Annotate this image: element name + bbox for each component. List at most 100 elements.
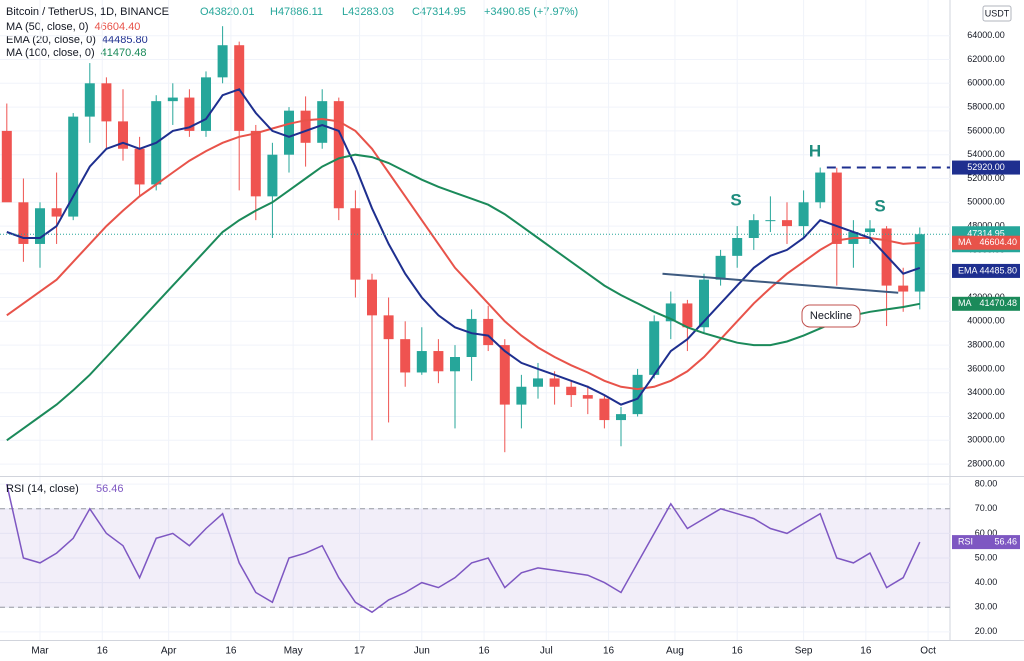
candle-body	[864, 228, 875, 233]
ohlc-value: +3490.85 (+7.97%)	[484, 6, 578, 18]
x-tick-label: Oct	[920, 646, 936, 657]
series-tag-name: RSI	[958, 536, 973, 546]
candle-body	[118, 121, 129, 149]
series-tag-name: MA	[958, 237, 972, 247]
candle-body	[167, 97, 178, 102]
y-tick-label: 56000.00	[967, 125, 1005, 135]
y-tick-label: 36000.00	[967, 363, 1005, 373]
candle-body	[317, 101, 328, 143]
candle-body	[84, 83, 95, 117]
candle-body	[416, 351, 427, 373]
neckline-callout	[801, 304, 861, 328]
candle-body	[300, 110, 311, 143]
candle-body	[51, 208, 62, 217]
candle-body	[284, 110, 295, 155]
series-tag	[952, 263, 1020, 278]
x-tick-label: Jun	[414, 646, 430, 657]
y-tick-label: 40000.00	[967, 316, 1005, 326]
series-tag	[952, 296, 1020, 311]
annotation: S	[730, 190, 741, 209]
candle-body	[682, 303, 693, 328]
level-tag-label: 52920.00	[967, 162, 1005, 172]
series-tag-value: 46604.40	[979, 237, 1017, 247]
candle-body	[234, 45, 245, 131]
y-tick-label: 20.00	[975, 626, 998, 636]
y-tick-label: 40.00	[975, 577, 998, 587]
x-tick-label: Aug	[666, 646, 684, 657]
candle-body	[582, 395, 593, 399]
x-tick-label: Mar	[31, 646, 49, 657]
candle-body	[665, 303, 676, 322]
candle-body	[781, 220, 792, 227]
y-tick-label: 60000.00	[967, 78, 1005, 88]
legend-value: 41470.48	[101, 47, 147, 59]
x-tick-label: 16	[225, 646, 237, 657]
rsi-band	[0, 508, 950, 608]
symbol-title: Bitcoin / TetherUS, 1D, BINANCE	[6, 6, 169, 18]
x-tick-label: 16	[478, 646, 490, 657]
y-tick-label: 70.00	[975, 503, 998, 513]
neckline-label: Neckline	[810, 310, 852, 322]
candle-body	[732, 238, 743, 256]
candle-body	[1, 130, 12, 203]
y-tick-label: 50.00	[975, 552, 998, 562]
candle-body	[217, 45, 228, 78]
currency-badge	[982, 5, 1012, 22]
legend-name: RSI (14, close)	[6, 483, 79, 495]
candle-body	[68, 116, 79, 217]
candle-body	[765, 220, 776, 222]
candle-body	[615, 414, 626, 421]
y-tick-label: 28000.00	[967, 458, 1005, 468]
candle-body	[18, 202, 29, 244]
candle-body	[715, 255, 726, 280]
y-tick-label: 32000.00	[967, 411, 1005, 421]
line-series	[6, 153, 920, 442]
x-tick-label: 16	[732, 646, 744, 657]
y-tick-label: 64000.00	[967, 30, 1005, 40]
legend-name: EMA (20, close, 0)	[6, 34, 96, 46]
candle-body	[532, 378, 543, 387]
candle-body	[433, 351, 444, 372]
y-tick-label: 48000.00	[967, 220, 1005, 230]
candle-body	[250, 130, 261, 197]
y-tick-label: 30.00	[975, 602, 998, 612]
line-series	[6, 88, 921, 406]
series-tag-value: 44485.80	[979, 265, 1017, 275]
neckline	[662, 272, 899, 294]
series-tag	[952, 535, 1020, 550]
legend-value: 56.46	[96, 483, 124, 495]
candle-body	[333, 101, 344, 209]
candle-body	[466, 318, 477, 357]
candle-body	[831, 172, 842, 244]
legend-value: 44485.80	[102, 34, 148, 46]
y-tick-label: 30000.00	[967, 435, 1005, 445]
x-tick-label: 17	[354, 646, 366, 657]
y-tick-label: 62000.00	[967, 54, 1005, 64]
candle-body	[898, 285, 909, 292]
candle-body	[267, 154, 278, 197]
candle-body	[649, 321, 660, 375]
candle-body	[350, 208, 361, 280]
series-tag-value: 41470.48	[979, 298, 1017, 308]
x-tick-label: 16	[603, 646, 615, 657]
x-tick-label: 16	[97, 646, 109, 657]
line-series	[6, 117, 920, 391]
legend-name: MA (100, close, 0)	[6, 47, 95, 59]
candle-body	[35, 208, 46, 244]
x-tick-label: Sep	[795, 646, 813, 657]
level-tag	[952, 160, 1020, 175]
y-tick-label: 60.00	[975, 528, 998, 538]
candle-body	[566, 386, 577, 396]
x-tick-label: May	[284, 646, 303, 657]
legend-value: 46604.40	[95, 21, 141, 33]
candle-body	[815, 172, 826, 203]
y-tick-label: 50000.00	[967, 197, 1005, 207]
series-tag-name: MA	[958, 298, 972, 308]
candle-body	[698, 279, 709, 328]
candle-body	[748, 220, 759, 238]
candle-body	[499, 345, 510, 405]
x-tick-label: Jul	[540, 646, 553, 657]
